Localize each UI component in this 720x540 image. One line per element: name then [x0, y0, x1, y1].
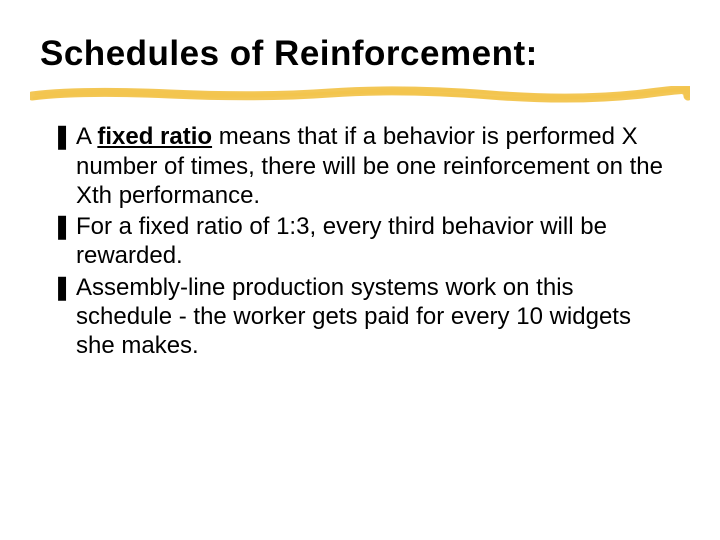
bullet-pre: A [76, 123, 97, 150]
bullet-text: A fixed ratio means that if a behavior i… [76, 122, 670, 210]
bullet-icon: ❚ [52, 122, 76, 152]
bullet-post: Assembly-line production systems work on… [76, 274, 631, 360]
bullet-icon: ❚ [52, 212, 76, 242]
slide: Schedules of Reinforcement: ❚ A fixed ra… [0, 0, 720, 540]
title-underline [30, 86, 690, 102]
list-item: ❚ For a fixed ratio of 1:3, every third … [52, 212, 670, 271]
emphasized-term: fixed ratio [97, 123, 212, 150]
slide-title: Schedules of Reinforcement: [40, 34, 680, 74]
bullet-icon: ❚ [52, 273, 76, 303]
bullet-text: For a fixed ratio of 1:3, every third be… [76, 212, 670, 271]
brush-underline-icon [30, 86, 690, 106]
bullet-post: For a fixed ratio of 1:3, every third be… [76, 213, 607, 269]
slide-body: ❚ A fixed ratio means that if a behavior… [40, 122, 680, 360]
bullet-text: Assembly-line production systems work on… [76, 273, 670, 361]
list-item: ❚ A fixed ratio means that if a behavior… [52, 122, 670, 210]
list-item: ❚ Assembly-line production systems work … [52, 273, 670, 361]
